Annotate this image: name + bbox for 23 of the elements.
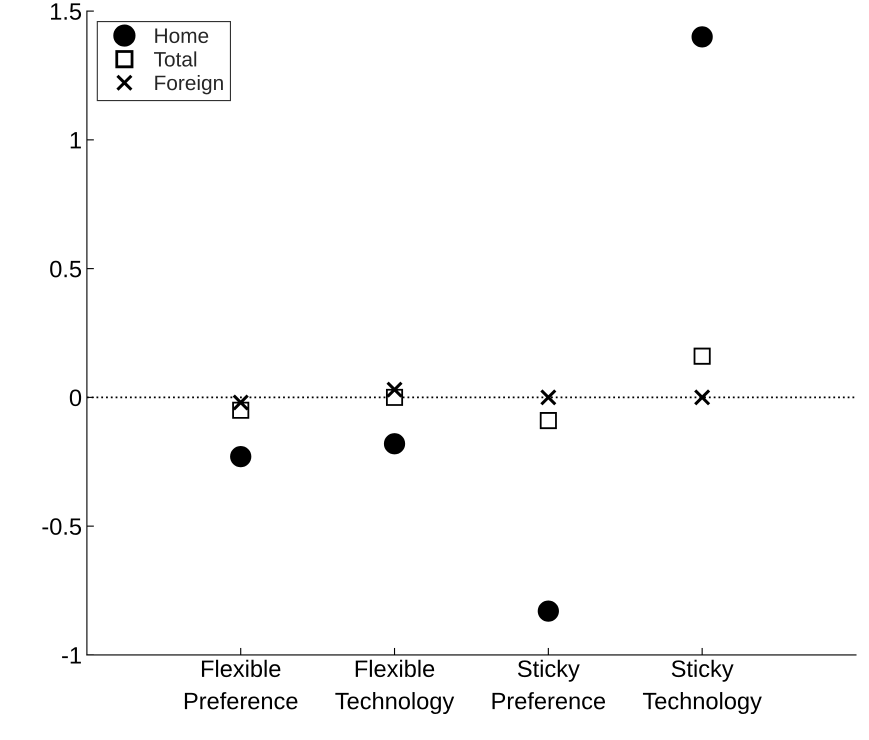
y-tick-label: 0.5 bbox=[50, 260, 82, 278]
x-tick-label: Sticky Preference bbox=[492, 660, 606, 710]
point bbox=[540, 388, 557, 406]
y-tick-label: 0 bbox=[70, 389, 82, 406]
y-tick-label: -0.5 bbox=[42, 518, 82, 535]
point bbox=[230, 446, 252, 468]
point bbox=[692, 26, 713, 48]
point bbox=[694, 348, 711, 365]
legend-label: Home bbox=[155, 28, 208, 44]
legend-label: Foreign bbox=[155, 74, 223, 94]
y-tick-label: 1.5 bbox=[51, 3, 82, 20]
x-tick-label: Sticky Technology bbox=[642, 660, 762, 714]
y-tick-label: -1 bbox=[62, 647, 81, 664]
point bbox=[540, 412, 557, 430]
x-tick-label: Flexible Technology bbox=[335, 660, 454, 714]
point bbox=[386, 381, 403, 398]
point bbox=[538, 600, 559, 622]
point bbox=[384, 433, 406, 454]
x-tick-label: Flexible Preference bbox=[184, 660, 298, 710]
y-tick-label: 1 bbox=[70, 132, 81, 148]
legend-label: Total bbox=[154, 51, 196, 67]
point bbox=[694, 388, 711, 406]
point bbox=[232, 394, 250, 412]
